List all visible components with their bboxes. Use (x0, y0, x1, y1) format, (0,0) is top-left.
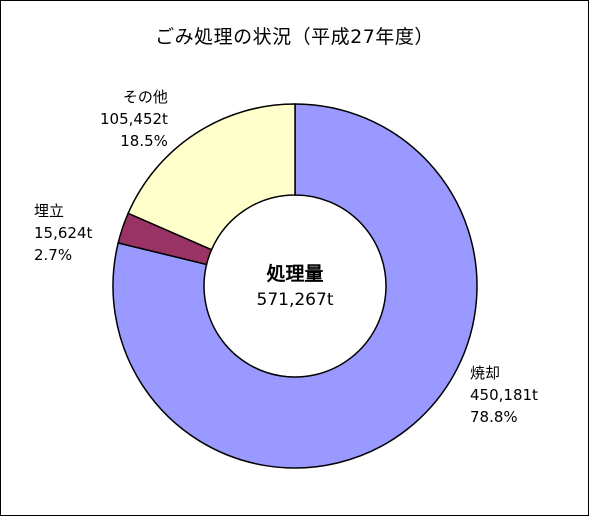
slice-label-amount: 15,624t (34, 224, 93, 242)
center-value: 571,267t (256, 290, 334, 310)
slice-label-percent: 78.8% (470, 408, 518, 426)
slice-label-percent: 2.7% (34, 246, 73, 264)
slice-label-amount: 450,181t (470, 386, 538, 404)
slice-label-name: 埋立 (34, 202, 65, 220)
slice-label-name: その他 (122, 88, 168, 106)
slice-incineration (112, 103, 478, 469)
slice-label-name: 焼却 (470, 364, 501, 382)
slice-label-amount: 105,452t (100, 110, 168, 128)
slice-label-percent: 18.5% (120, 132, 168, 150)
center-label: 処理量 (266, 263, 324, 285)
slice-label-landfill: 埋立 15,624t 2.7% (34, 200, 92, 266)
slice-other (127, 103, 296, 251)
slice-label-other: その他 105,452t 18.5% (100, 86, 168, 152)
chart-title: ごみ処理の状況（平成27年度） (155, 26, 434, 48)
slice-label-incineration: 焼却 450,181t 78.8% (470, 362, 538, 428)
